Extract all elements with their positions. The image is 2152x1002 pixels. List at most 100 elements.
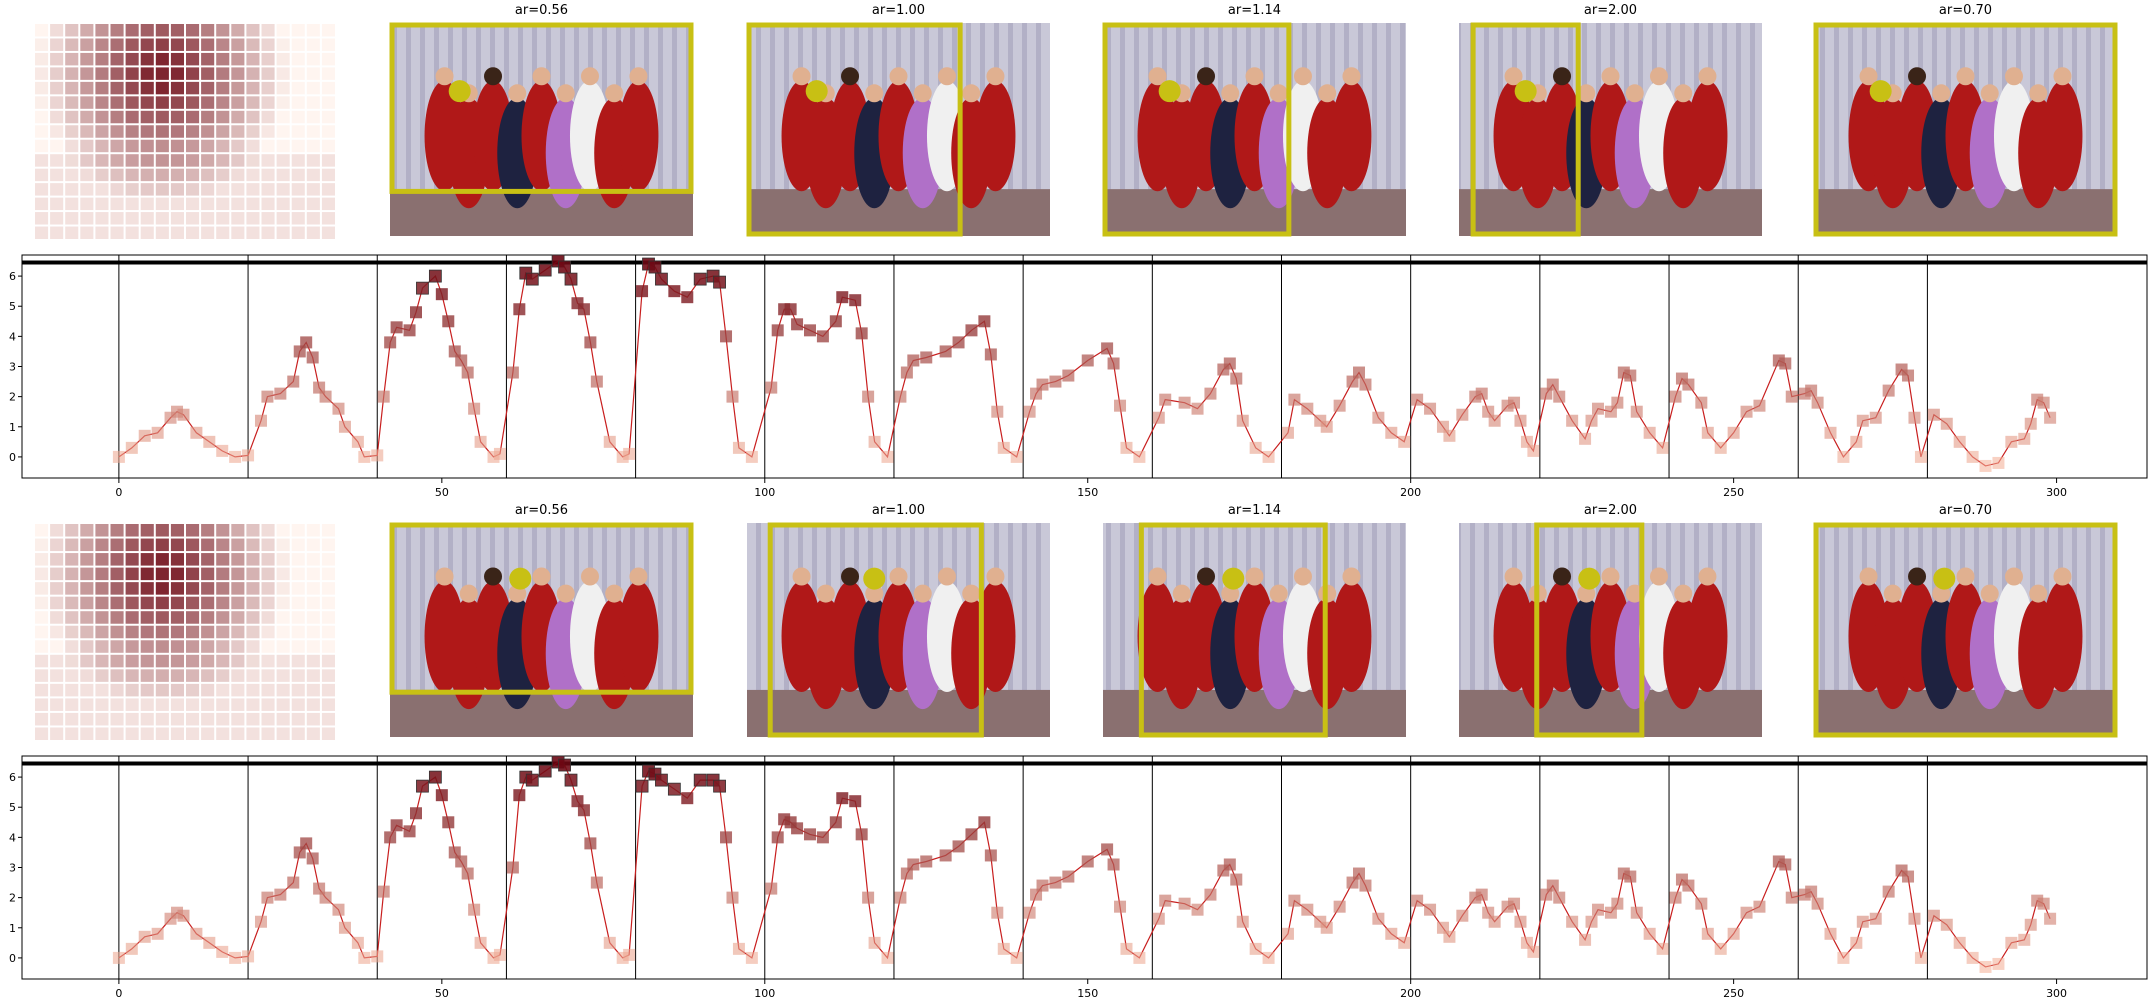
heatmap-cell <box>125 669 139 682</box>
heatmap-cell <box>95 640 109 653</box>
heatmap-cell <box>50 81 64 95</box>
marker <box>1346 375 1359 388</box>
marker <box>461 867 474 880</box>
heatmap-cell <box>201 640 215 653</box>
heatmap-cell <box>231 683 245 697</box>
photo <box>389 522 694 737</box>
marker <box>720 330 733 343</box>
marker <box>1346 876 1359 889</box>
heatmap-cell <box>140 96 154 109</box>
heatmap-cell <box>140 524 154 537</box>
heatmap-cell <box>291 183 305 196</box>
heatmap-cell <box>306 96 320 109</box>
marker <box>1010 951 1023 964</box>
marker <box>1785 390 1798 403</box>
heatmap-cell <box>291 168 305 182</box>
marker <box>1630 906 1643 919</box>
heatmap-cell <box>50 683 64 697</box>
heatmap-cell <box>231 654 245 668</box>
heatmap-cell <box>155 669 169 682</box>
heatmap-cell <box>261 154 275 167</box>
heatmap-cell <box>95 698 109 711</box>
x-tick-label: 0 <box>115 486 122 499</box>
heatmap-cell <box>216 38 230 51</box>
heatmap-cell <box>110 625 124 639</box>
marker <box>1882 384 1895 397</box>
marker <box>2044 411 2057 424</box>
heatmap-cell <box>80 24 94 37</box>
marker <box>1908 912 1921 925</box>
marker <box>590 876 603 889</box>
marker <box>1727 927 1740 940</box>
heatmap-cell <box>65 683 79 697</box>
person-head <box>1245 67 1264 86</box>
heatmap-cell <box>65 669 79 682</box>
heatmap-cell <box>216 168 230 182</box>
heatmap-cell <box>276 96 290 109</box>
marker <box>590 375 603 388</box>
heatmap-cell <box>231 625 245 639</box>
heatmap-cell <box>80 669 94 682</box>
marker <box>1779 357 1792 370</box>
marker <box>745 951 758 964</box>
heatmap-cell <box>231 611 245 624</box>
marker <box>771 324 784 337</box>
crop-box <box>767 522 984 738</box>
marker <box>1927 909 1940 922</box>
heatmap-cell <box>291 125 305 138</box>
heatmap-cell <box>125 654 139 668</box>
person-head <box>986 67 1005 86</box>
heatmap-cell <box>186 669 200 682</box>
marker <box>525 773 539 787</box>
heatmap-cell <box>170 110 184 124</box>
y-tick-label: 3 <box>9 862 16 875</box>
marker <box>525 272 539 286</box>
marker <box>984 348 997 361</box>
marker <box>855 828 868 841</box>
person-head <box>1293 567 1312 586</box>
heatmap-cell <box>201 168 215 182</box>
heatmap-cell <box>291 640 305 653</box>
marker <box>1902 870 1915 883</box>
y-tick-label: 6 <box>9 270 16 283</box>
marker <box>1624 870 1637 883</box>
heatmap-cell <box>276 197 290 211</box>
marker <box>1553 891 1566 904</box>
photo-floor <box>1459 189 1762 236</box>
person-head <box>937 67 956 86</box>
heatmap-cell <box>35 168 49 182</box>
heatmap-cell <box>110 183 124 196</box>
y-tick-label: 2 <box>9 391 16 404</box>
heatmap-cell <box>50 96 64 109</box>
heatmap-cell <box>35 183 49 196</box>
heatmap-cell <box>140 640 154 653</box>
x-tick-label: 50 <box>435 486 449 499</box>
person-head <box>459 584 478 603</box>
heatmap-cell <box>50 125 64 138</box>
heatmap-cell <box>216 125 230 138</box>
marker <box>377 885 390 898</box>
photo <box>1459 22 1762 237</box>
heatmap-cell <box>246 67 260 80</box>
heatmap-cell <box>110 125 124 138</box>
heatmap-cell <box>110 52 124 66</box>
marker <box>603 936 616 949</box>
heatmap-cell <box>216 110 230 124</box>
marker <box>1443 930 1456 943</box>
heatmap-cell <box>170 567 184 581</box>
marker <box>991 906 1004 919</box>
heatmap-cell <box>65 24 79 37</box>
person-head <box>2029 584 2048 603</box>
heatmap-cell <box>201 654 215 668</box>
heatmap-cell <box>306 640 320 653</box>
heatmap-cell <box>261 654 275 668</box>
marker <box>855 327 868 340</box>
person-head <box>1318 84 1337 103</box>
marker <box>1385 426 1398 439</box>
heatmap-cell <box>80 596 94 610</box>
heatmap-cell <box>306 669 320 682</box>
crop-box <box>1813 522 2118 738</box>
heatmap-cell <box>155 698 169 711</box>
heatmap-cell <box>170 640 184 653</box>
heatmap-cell <box>276 24 290 37</box>
